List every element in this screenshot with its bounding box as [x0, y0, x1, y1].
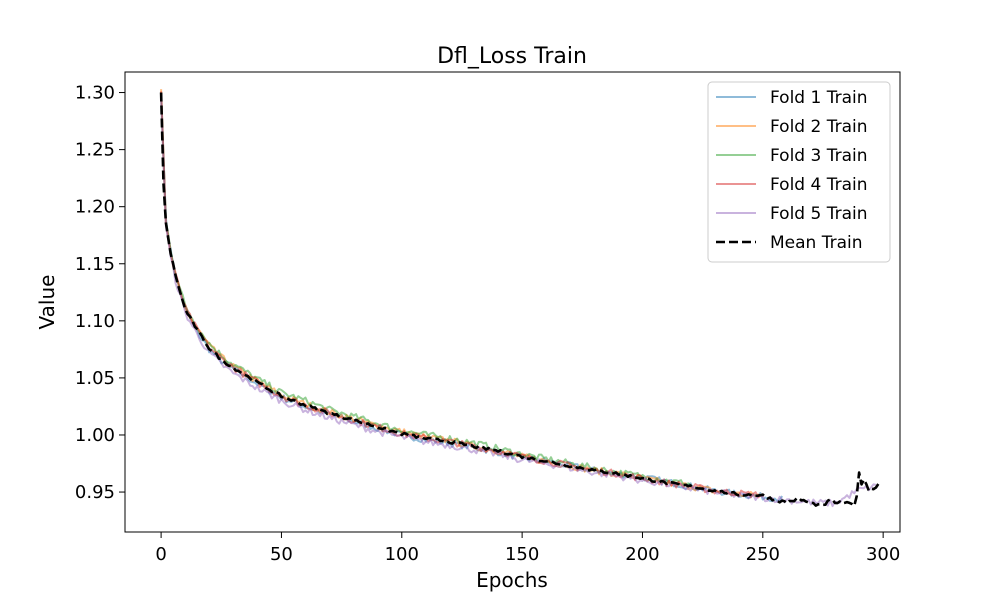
series-line-6 — [159, 92, 880, 508]
y-tick-label: 1.00 — [75, 425, 115, 446]
y-axis: 0.95 1.00 1.05 1.10 1.15 1.20 1.25 1.30 — [75, 83, 125, 503]
plot-frame — [124, 71, 901, 533]
y-tick-label: 1.20 — [75, 197, 115, 218]
y-tick-label: 1.05 — [75, 368, 115, 389]
x-tick-label: 200 — [625, 544, 659, 565]
x-tick-label: 150 — [505, 544, 539, 565]
legend-label: Fold 4 Train — [770, 175, 868, 195]
y-tick-label: 1.30 — [75, 83, 115, 104]
y-tick-label: 1.25 — [75, 140, 115, 161]
legend-label: Mean Train — [770, 233, 863, 253]
y-tick-label: 1.10 — [75, 311, 115, 332]
x-axis: 0 50 100 150 200 250 300 — [155, 532, 900, 565]
x-tick-label: 100 — [385, 544, 419, 565]
legend-label: Fold 2 Train — [770, 117, 868, 137]
legend-label: Fold 5 Train — [770, 204, 868, 224]
legend-label: Fold 3 Train — [770, 146, 868, 166]
y-tick-label: 1.15 — [75, 254, 115, 275]
x-tick-label: 300 — [866, 544, 900, 565]
x-tick-label: 0 — [155, 544, 166, 565]
plot-area — [159, 89, 880, 508]
legend: Fold 1 Train Fold 2 Train Fold 3 Train Fold… — [707, 81, 891, 263]
series-line-5 — [160, 98, 877, 508]
x-tick-label: 250 — [746, 544, 780, 565]
y-tick-label: 0.95 — [75, 482, 115, 503]
chart-title: Dfl_Loss Train — [437, 44, 587, 69]
legend-label: Fold 1 Train — [770, 88, 868, 108]
x-tick-label: 50 — [270, 544, 293, 565]
x-axis-title: Epochs — [476, 568, 548, 592]
y-axis-title: Value — [35, 275, 59, 330]
